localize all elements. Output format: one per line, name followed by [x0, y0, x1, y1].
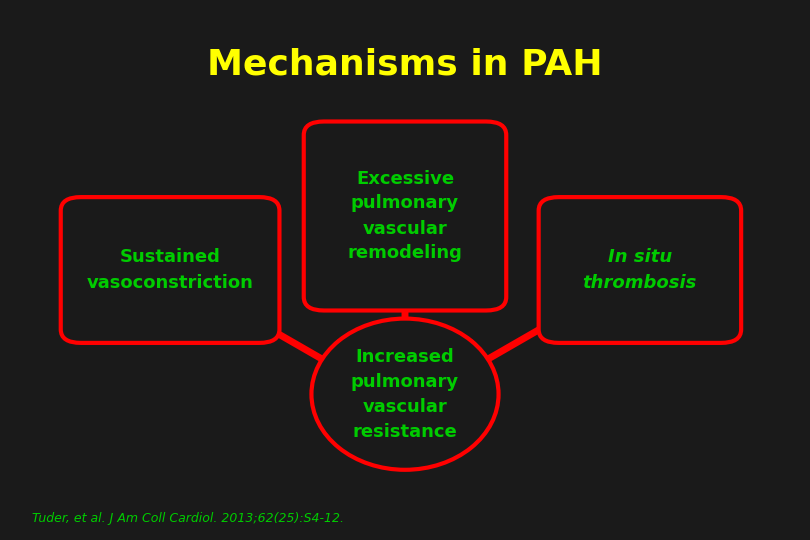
FancyBboxPatch shape: [304, 122, 506, 310]
Ellipse shape: [311, 319, 499, 470]
FancyBboxPatch shape: [539, 197, 741, 343]
Text: Excessive
pulmonary
vascular
remodeling: Excessive pulmonary vascular remodeling: [347, 170, 463, 262]
Text: In situ
thrombosis: In situ thrombosis: [582, 248, 697, 292]
Text: Increased
pulmonary
vascular
resistance: Increased pulmonary vascular resistance: [351, 348, 459, 441]
Text: Sustained
vasoconstriction: Sustained vasoconstriction: [87, 248, 254, 292]
FancyBboxPatch shape: [61, 197, 279, 343]
Text: Mechanisms in PAH: Mechanisms in PAH: [207, 48, 603, 82]
Text: Tuder, et al. J Am Coll Cardiol. 2013;62(25):S4-12.: Tuder, et al. J Am Coll Cardiol. 2013;62…: [32, 512, 344, 525]
